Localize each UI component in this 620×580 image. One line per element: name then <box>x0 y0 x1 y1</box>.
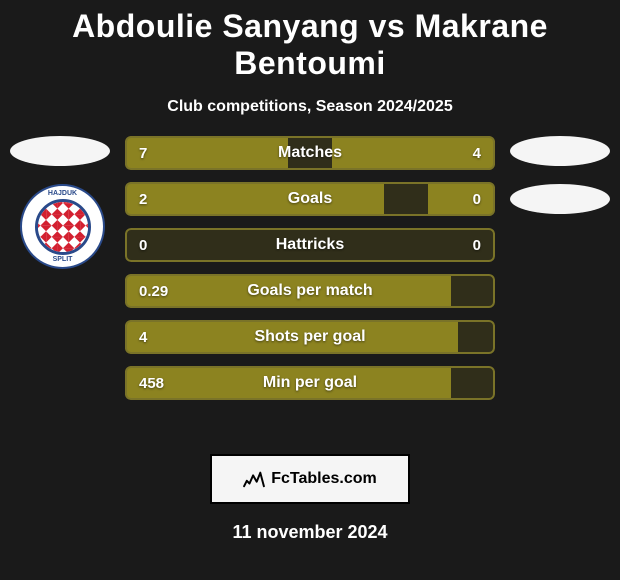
player-right-ellipse-2 <box>510 184 610 214</box>
stat-label: Hattricks <box>125 228 495 262</box>
stat-row: 458Min per goal <box>125 366 495 400</box>
player-right-ellipse-1 <box>510 136 610 166</box>
stat-label: Goals <box>125 182 495 216</box>
player-left-column: HAJDUK SPLIT <box>10 136 110 269</box>
player-right-column <box>510 136 610 232</box>
stat-row: 4Shots per goal <box>125 320 495 354</box>
badge-text-bottom: SPLIT <box>53 256 73 263</box>
player-left-ellipse <box>10 136 110 166</box>
stat-row: 00Hattricks <box>125 228 495 262</box>
comparison-content: HAJDUK SPLIT 74Matches 20Goals 00Hattricks… <box>0 136 620 436</box>
stat-label: Min per goal <box>125 366 495 400</box>
stat-label: Shots per goal <box>125 320 495 354</box>
comparison-title: Abdoulie Sanyang vs Makrane Bentoumi <box>0 0 620 82</box>
stat-bars: 74Matches 20Goals 00Hattricks 0.29Goals per… <box>125 136 495 412</box>
stat-label: Goals per match <box>125 274 495 308</box>
footer-date: 11 november 2024 <box>0 522 620 543</box>
club-badge-hajduk: HAJDUK SPLIT <box>20 184 105 269</box>
stat-row: 74Matches <box>125 136 495 170</box>
stat-row: 20Goals <box>125 182 495 216</box>
stat-row: 0.29Goals per match <box>125 274 495 308</box>
stat-label: Matches <box>125 136 495 170</box>
brand-label: FcTables.com <box>271 470 377 488</box>
brand-logo-icon <box>243 470 265 488</box>
brand-footer[interactable]: FcTables.com <box>210 454 410 504</box>
comparison-subtitle: Club competitions, Season 2024/2025 <box>0 98 620 116</box>
badge-checker <box>23 187 102 266</box>
